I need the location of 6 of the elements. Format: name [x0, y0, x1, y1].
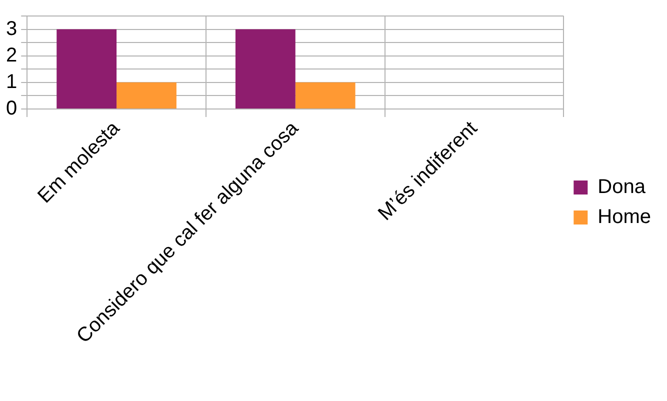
- y-tick-label: 1: [6, 70, 18, 93]
- y-tick-label: 2: [6, 44, 18, 66]
- legend-label: Home: [598, 206, 652, 228]
- y-tick-label: 0: [6, 98, 18, 120]
- legend-label: Dona: [598, 176, 646, 198]
- y-tick-label: 3: [6, 18, 18, 40]
